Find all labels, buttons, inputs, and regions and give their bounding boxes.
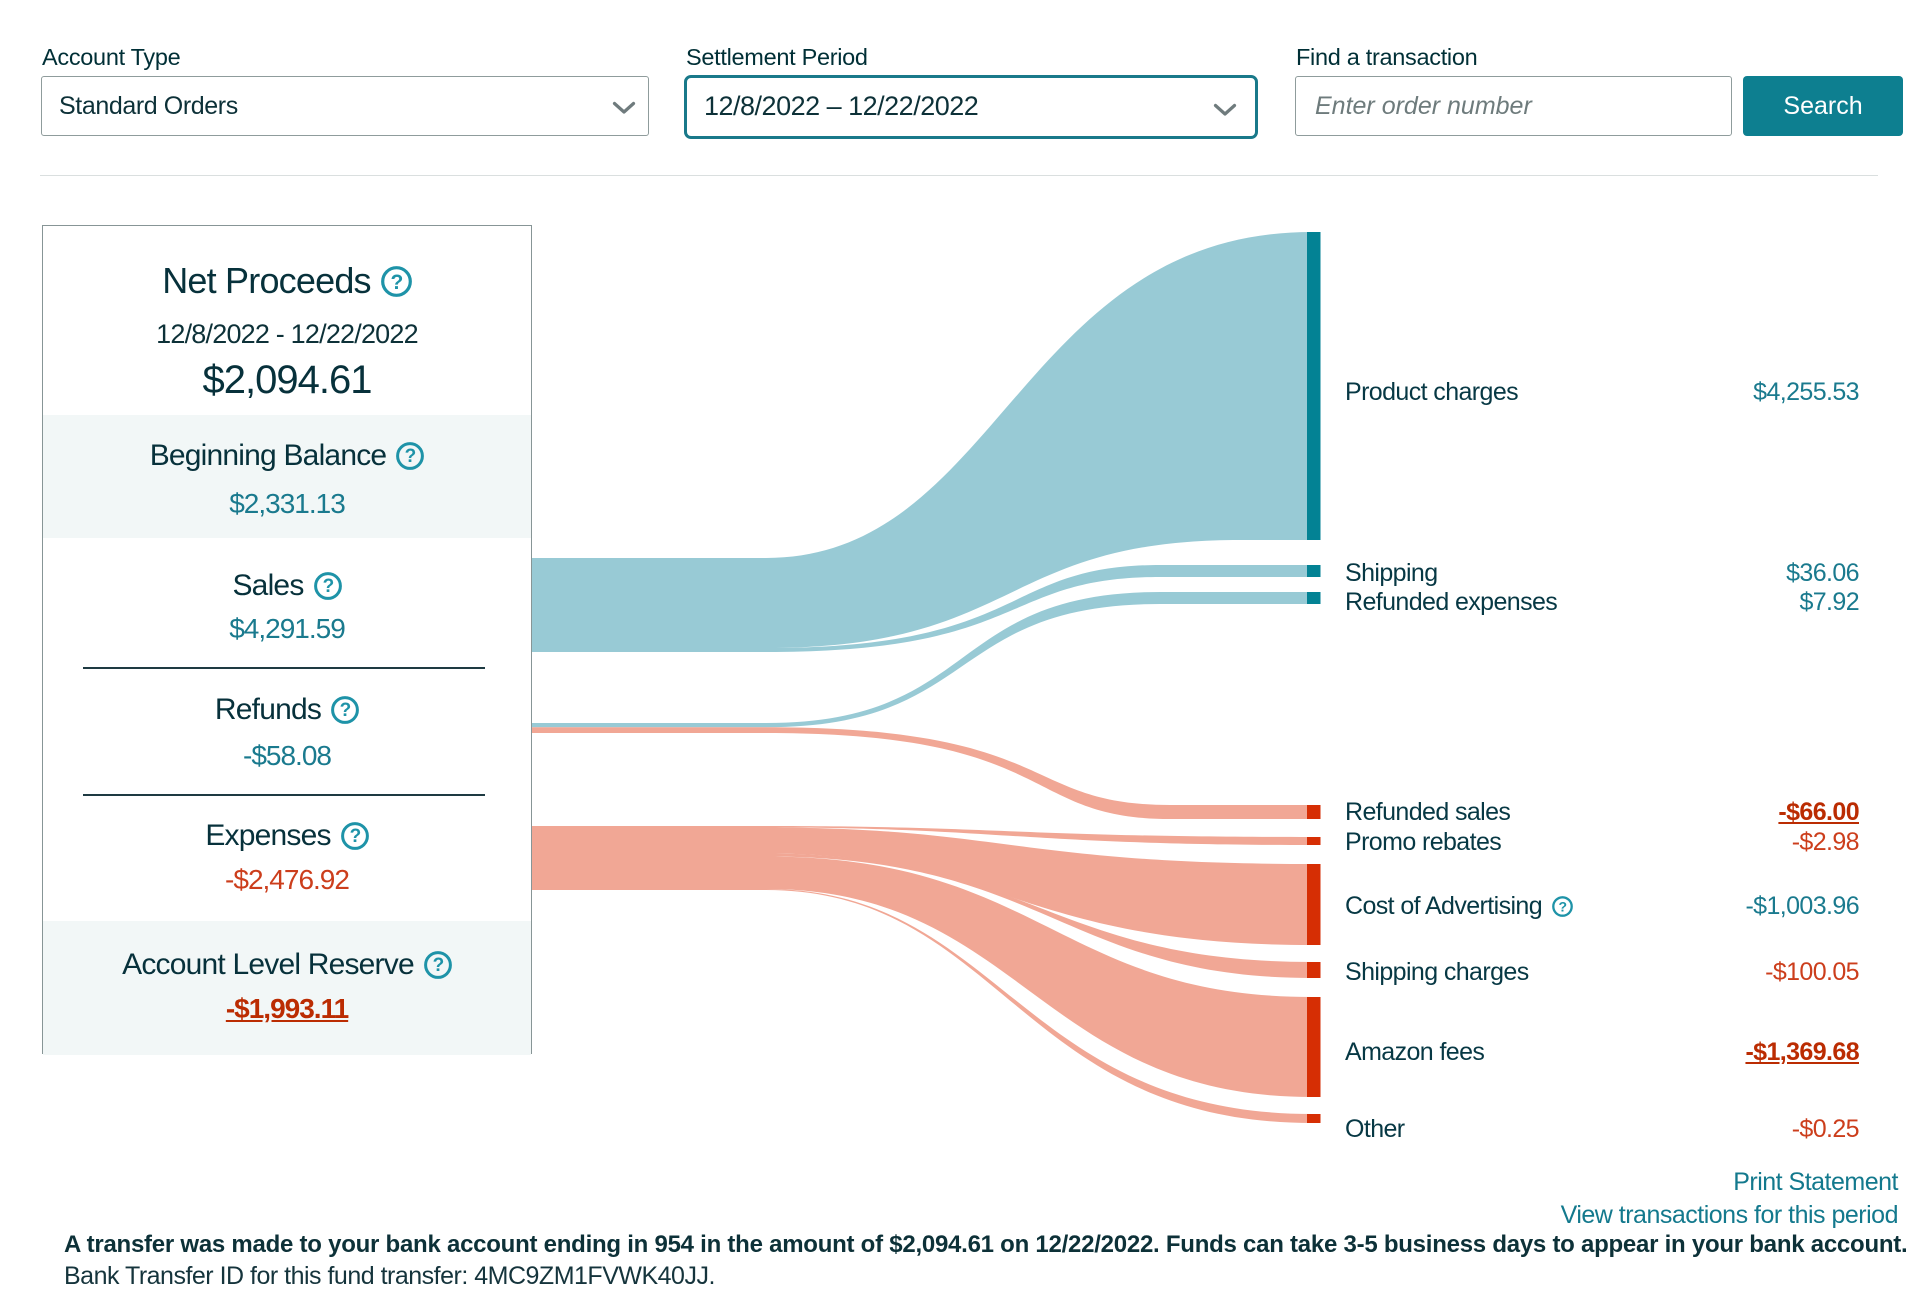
- svg-text:?: ?: [340, 700, 351, 721]
- svg-text:?: ?: [349, 826, 360, 847]
- svg-text:?: ?: [432, 955, 443, 976]
- svg-text:?: ?: [405, 446, 416, 467]
- svg-text:?: ?: [390, 271, 402, 294]
- svg-text:?: ?: [1559, 898, 1567, 914]
- svg-text:?: ?: [322, 576, 333, 597]
